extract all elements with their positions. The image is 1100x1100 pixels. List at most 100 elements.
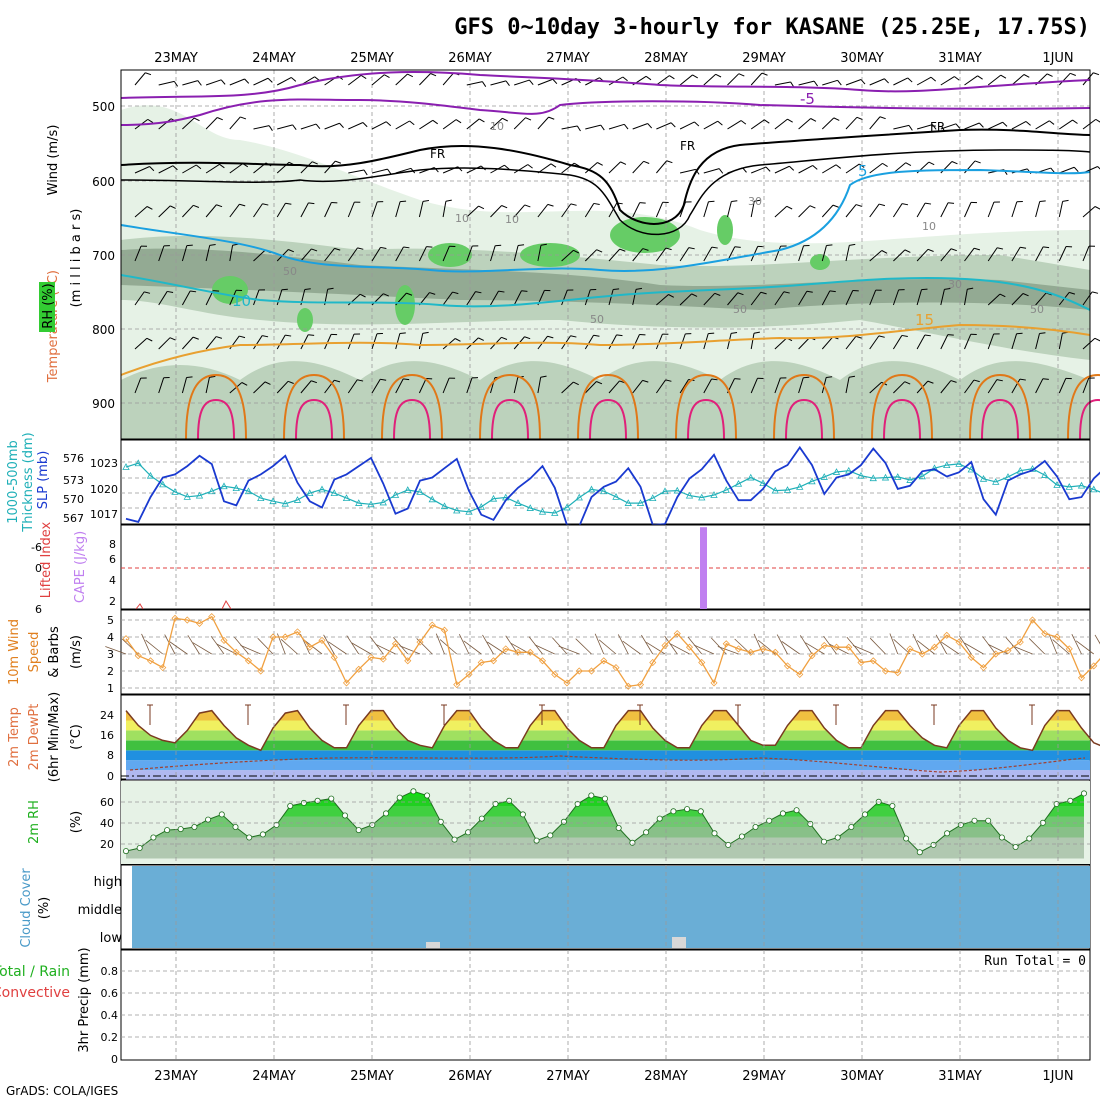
- wind-speed-point: [1077, 674, 1086, 682]
- contour-5: [120, 168, 1091, 273]
- rh-point: [738, 833, 745, 840]
- rh-point: [232, 824, 239, 831]
- label-thickness: Thickness (dm): [21, 432, 36, 532]
- wind-speed-point: [845, 643, 853, 651]
- temp-tick-8: 8: [107, 749, 114, 762]
- label-temp2m-1: 2m Temp: [7, 707, 22, 767]
- top-date-1JUN: 1JUN: [1042, 51, 1073, 66]
- thickness-point: [538, 507, 547, 515]
- rh-point: [670, 808, 677, 815]
- wind-speed-point: [551, 670, 559, 678]
- thickness-point: [979, 474, 988, 482]
- contour-20: [773, 373, 835, 440]
- rh-point: [602, 795, 609, 802]
- rh-point: [944, 830, 951, 837]
- rh-point: [410, 788, 417, 795]
- wind-speed-point: [269, 633, 277, 641]
- wind-speed-point: [134, 652, 142, 660]
- thickness-point: [330, 489, 338, 497]
- thickness-point: [587, 485, 596, 493]
- label-precip-total: Total / Rain: [0, 964, 70, 980]
- contour-label-8: 10: [455, 212, 469, 225]
- rh-point: [821, 838, 828, 845]
- wind-speed-point: [208, 613, 216, 621]
- wind-speed-point: [698, 658, 706, 667]
- wind-speed-point: [894, 669, 902, 677]
- thickness-point: [195, 491, 204, 499]
- rh-point: [164, 827, 171, 834]
- cape-tick-2: 2: [109, 595, 116, 608]
- thick-tick-567: 567: [63, 512, 84, 525]
- wind-speed-point: [869, 657, 877, 665]
- rh-point: [574, 800, 581, 807]
- temperature-contours: -5 FR FR FR 5 10 10 15 10 10 10 30 30 50 50 50 50: [120, 71, 1100, 440]
- rh-point: [930, 841, 937, 848]
- wind-speed-point: [857, 658, 865, 667]
- wind-speed-point: [514, 648, 522, 656]
- wind-tick-4: 4: [107, 631, 114, 644]
- slp-tick-1020: 1020: [90, 483, 118, 496]
- rh-point: [615, 825, 622, 832]
- contour-20: [577, 373, 639, 440]
- contour-25: [589, 398, 627, 440]
- cloud-panel: high middle low Cloud Cover (%): [19, 864, 1091, 950]
- contour-25: [1079, 398, 1100, 440]
- contour-label-9: 10: [505, 213, 519, 226]
- footer-credit: GrADS: COLA/IGES: [6, 1084, 118, 1098]
- thickness-point: [1041, 471, 1049, 478]
- contour-minus5-upper: [120, 71, 1091, 99]
- thickness-point: [906, 476, 914, 483]
- rh-point: [998, 834, 1005, 841]
- wind-speed-point: [183, 616, 191, 624]
- thickness-point: [575, 493, 583, 501]
- li-tick-0: 0: [35, 562, 42, 575]
- thickness-point: [796, 483, 804, 490]
- rh-point: [903, 835, 910, 842]
- wind-speed-point: [771, 648, 779, 656]
- contour-label-11: 30: [748, 195, 762, 208]
- wind-speed-point: [489, 657, 498, 665]
- contour-20: [675, 373, 737, 440]
- label-temp2m-3: (6hr Min/Max): [47, 692, 62, 782]
- wind-speed-point: [710, 679, 718, 687]
- thickness-point: [881, 473, 890, 481]
- thickness-point: [624, 499, 632, 506]
- wind-speed-point: [992, 650, 1000, 658]
- bottom-date-labels: 23MAY 24MAY 25MAY 26MAY 27MAY 28MAY 29MAY 30MAY…: [154, 1069, 1073, 1084]
- wind-speed-point: [979, 664, 988, 672]
- wind-speed-point: [1065, 645, 1073, 653]
- rh-point: [287, 803, 294, 810]
- thickness-point: [612, 493, 620, 500]
- rh-point: [547, 832, 554, 839]
- contour-label-13: 50: [283, 265, 297, 278]
- thickness-point: [208, 487, 216, 495]
- thickness-point: [918, 472, 926, 480]
- label-cloud-unit: (%): [37, 897, 52, 920]
- thick-tick-576: 576: [63, 452, 84, 465]
- wind-speed-point: [367, 653, 375, 661]
- wind-speed-point: [1028, 616, 1037, 624]
- wind-speed-point: [122, 635, 130, 643]
- rh-point: [656, 815, 663, 822]
- thick-tick-570: 570: [63, 493, 84, 506]
- thickness-point: [416, 488, 424, 495]
- top-date-28MAY: 28MAY: [644, 51, 688, 66]
- wind-speed-point: [538, 657, 547, 665]
- wind-tick-5: 5: [107, 614, 114, 627]
- contour-25: [491, 398, 529, 440]
- rh-point: [314, 797, 321, 804]
- wind-speed-point: [624, 682, 632, 690]
- wind-speed-point: [306, 643, 314, 651]
- label-precip-unit: 3hr Precip (mm): [77, 947, 92, 1052]
- top-date-26MAY: 26MAY: [448, 51, 492, 66]
- label-rh2m-unit: (%): [69, 811, 84, 834]
- wind10m-panel: 5 4 3 2 1 10m Wind Speed & Barbs (m/s): [7, 609, 1100, 695]
- thickness-point: [428, 495, 436, 503]
- rh-point: [478, 815, 485, 822]
- wind-speed-point: [796, 670, 804, 678]
- thickness-point: [771, 486, 779, 494]
- wind-speed-point: [281, 633, 289, 641]
- precip-tick-02: 0.2: [101, 1031, 119, 1044]
- li-bump: [135, 603, 144, 610]
- wind-speed-point: [563, 679, 571, 687]
